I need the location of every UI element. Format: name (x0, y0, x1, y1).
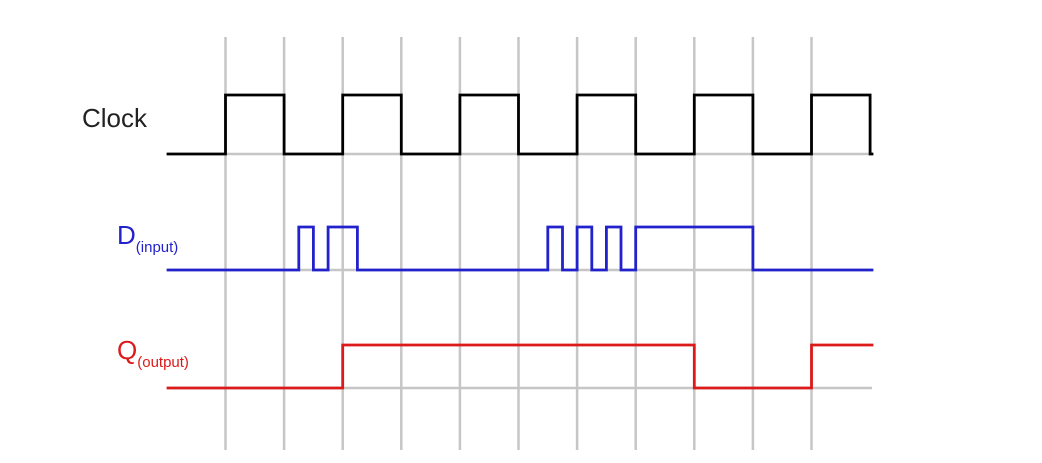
output-label-main: Q (117, 335, 137, 365)
input-label-subscript: (input) (136, 239, 179, 256)
input-label: D(input) (117, 220, 178, 256)
output-waveform (166, 343, 874, 390)
clock-waveform (166, 93, 874, 156)
output-label: Q(output) (117, 335, 189, 371)
input-label-main: D (117, 220, 136, 250)
clock-label: Clock (82, 103, 148, 133)
output-label-subscript: (output) (137, 354, 189, 371)
input-waveform (166, 225, 874, 272)
